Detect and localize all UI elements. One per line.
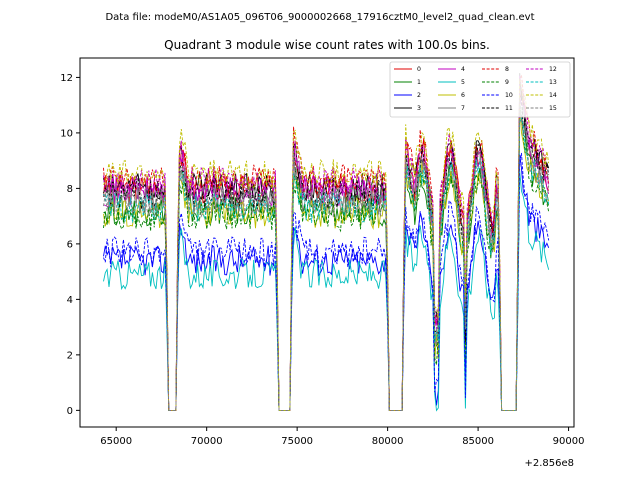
series-line-10 [103, 152, 550, 411]
y-tick-label: 8 [67, 184, 73, 195]
legend-label-8: 8 [505, 66, 509, 73]
x-offset-label: +2.856e8 [524, 458, 574, 469]
chart-title: Quadrant 3 module wise count rates with … [164, 38, 490, 52]
axes-frame [79, 57, 575, 428]
legend-label-3: 3 [417, 105, 421, 112]
legend-label-13: 13 [549, 79, 557, 86]
x-tick-label: 90000 [553, 436, 585, 447]
y-tick-label: 2 [67, 350, 73, 361]
y-tick-label: 6 [67, 239, 73, 250]
y-tick-label: 4 [67, 295, 73, 306]
series-line-14 [103, 79, 550, 411]
legend-label-1: 1 [417, 79, 421, 86]
x-tick-label: 65000 [100, 436, 132, 447]
y-axis: 0 2 4 6 8 10 12 [60, 73, 80, 417]
series-line-9 [103, 106, 550, 411]
legend-label-5: 5 [461, 79, 465, 86]
legend-label-12: 12 [549, 66, 557, 73]
plot-lines [103, 73, 550, 412]
legend-label-15: 15 [549, 105, 557, 112]
legend-label-10: 10 [505, 92, 513, 99]
figure-suptitle: Data file: modeM0/AS1A05_096T06_90000026… [105, 12, 534, 23]
legend-label-7: 7 [461, 105, 465, 112]
legend-label-6: 6 [461, 92, 465, 99]
legend-label-4: 4 [461, 66, 465, 73]
legend-label-9: 9 [505, 79, 509, 86]
x-tick-label: 70000 [191, 436, 223, 447]
x-tick-label: 75000 [281, 436, 313, 447]
legend-label-11: 11 [505, 105, 513, 112]
legend-label-0: 0 [417, 66, 421, 73]
legend-box [389, 61, 571, 118]
x-tick-label: 85000 [462, 436, 494, 447]
legend-label-14: 14 [549, 92, 557, 99]
series-line-12 [103, 75, 550, 411]
x-tick-label: 80000 [372, 436, 404, 447]
series-line-15 [103, 97, 550, 411]
y-tick-label: 12 [60, 73, 73, 84]
legend-label-2: 2 [417, 92, 421, 99]
y-tick-label: 0 [67, 406, 73, 417]
x-axis: 65000 70000 75000 80000 85000 90000 [100, 427, 584, 447]
y-tick-label: 10 [60, 128, 73, 139]
